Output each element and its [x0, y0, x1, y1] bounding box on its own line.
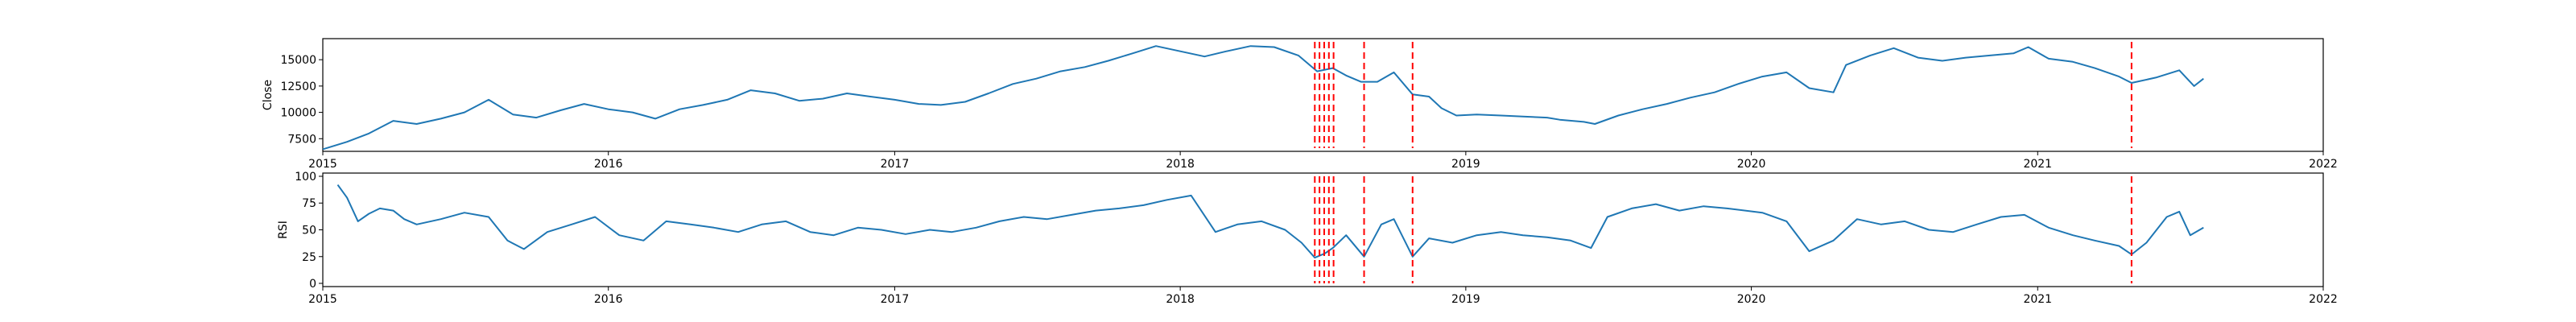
close-axes-frame — [322, 38, 2324, 152]
close-x-tick-label: 2016 — [594, 158, 623, 171]
close-series-line — [322, 45, 2204, 151]
close-x-tick-label: 2020 — [1737, 158, 1766, 171]
close-x-tick-label: 2018 — [1166, 158, 1195, 171]
close-y-axis-label: Close — [262, 80, 275, 110]
rsi-x-tick-label: 2022 — [2309, 293, 2338, 306]
close-x-tick-label: 2021 — [2023, 158, 2052, 171]
rsi-y-tick-label: 50 — [302, 225, 316, 237]
close-x-tick-label: 2019 — [1451, 158, 1480, 171]
rsi-x-tick-label: 2015 — [308, 293, 337, 306]
rsi-x-tick-label: 2019 — [1451, 293, 1480, 306]
close-y-tick-label: 12500 — [280, 80, 316, 93]
rsi-x-tick-label: 2016 — [594, 293, 623, 306]
close-x-tick-label: 2022 — [2309, 158, 2338, 171]
close-x-tick-label: 2017 — [881, 158, 910, 171]
close-price-panel: 2015 2016 2017 2018 2019 2020 2021 2022 7500 1000… — [262, 38, 2338, 171]
rsi-panel: 2015 2016 2017 2018 2019 2020 2021 2022 0 25 50 75 1… — [277, 171, 2338, 306]
rsi-axes-frame — [322, 172, 2324, 287]
rsi-y-tick-label: 25 — [302, 251, 316, 264]
rsi-y-tick-label: 100 — [295, 171, 316, 184]
rsi-y-axis-label: RSI — [277, 221, 290, 239]
rsi-y-tick-label: 0 — [309, 278, 316, 291]
rsi-x-tick-label: 2017 — [881, 293, 910, 306]
rsi-x-tick-label: 2021 — [2023, 293, 2052, 306]
rsi-y-tick-label: 75 — [302, 197, 316, 210]
rsi-x-tick-label: 2018 — [1166, 293, 1195, 306]
close-y-tick-label: 15000 — [280, 54, 316, 67]
close-y-tick-label: 7500 — [287, 133, 316, 146]
rsi-x-tick-label: 2020 — [1737, 293, 1766, 306]
rsi-series-line — [336, 184, 2204, 259]
close-x-tick-label: 2015 — [308, 158, 337, 171]
close-y-tick-label: 10000 — [280, 107, 316, 120]
